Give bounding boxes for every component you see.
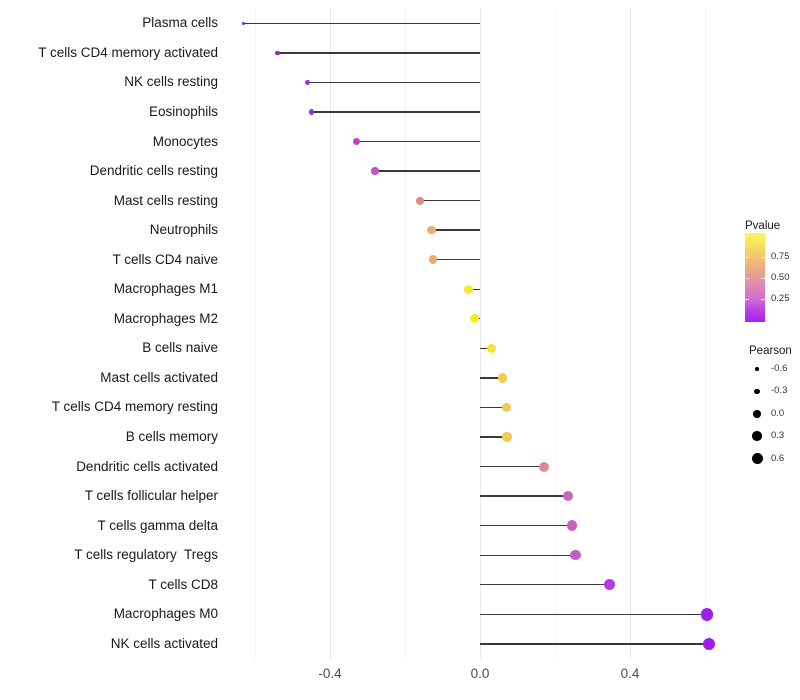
lollipop-dot xyxy=(304,79,311,86)
lollipop-dot xyxy=(464,284,474,294)
gridline-minor xyxy=(404,8,406,659)
y-axis-label: Mast cells activated xyxy=(100,369,218,385)
pearson-legend-dot xyxy=(752,431,762,441)
lollipop-dot xyxy=(352,138,360,145)
y-axis-label: Monocytes xyxy=(152,133,218,149)
lollipop-stem xyxy=(356,140,480,143)
lollipop-dot xyxy=(502,432,512,442)
gridline-major xyxy=(329,8,331,659)
lollipop-stem xyxy=(480,643,709,645)
lollipop-dot xyxy=(242,21,246,25)
lollipop-dot xyxy=(603,579,615,591)
lollipop-dot xyxy=(566,520,578,531)
lollipop-stem xyxy=(420,199,480,202)
y-axis-label: T cells CD4 naive xyxy=(112,251,218,267)
pearson-legend-dot xyxy=(753,410,761,418)
gridline-minor xyxy=(704,8,706,659)
lollipop-dot xyxy=(538,461,549,472)
lollipop-stem xyxy=(433,259,480,261)
pearson-legend-label: -0.3 xyxy=(771,385,788,397)
lollipop-dot xyxy=(428,255,438,264)
y-axis-label: NK cells activated xyxy=(110,635,218,651)
y-axis-label: T cells regulatory Tregs xyxy=(74,547,218,563)
lollipop-stem xyxy=(480,524,572,527)
y-axis-label: B cells naive xyxy=(142,340,218,356)
lollipop-stem xyxy=(480,584,610,586)
lollipop-dot xyxy=(486,343,496,354)
lollipop-dot xyxy=(562,490,574,502)
y-axis-label: Mast cells resting xyxy=(113,192,218,208)
lollipop-dot xyxy=(371,167,379,175)
lollipop-dot xyxy=(469,314,479,324)
lollipop-dot xyxy=(275,50,280,56)
lollipop-stem xyxy=(480,436,507,438)
pearson-legend-label: -0.6 xyxy=(771,363,788,374)
y-axis-label: Dendritic cells activated xyxy=(76,458,218,474)
x-tick-label: 0.4 xyxy=(620,666,640,681)
y-axis-label: Macrophages M2 xyxy=(113,310,218,326)
lollipop-dot xyxy=(700,608,714,621)
pearson-legend-title: Pearson xyxy=(749,345,792,357)
colorbar-tick xyxy=(745,257,749,259)
pearson-legend-dot xyxy=(755,367,759,371)
colorbar-tick xyxy=(761,298,765,300)
pearson-legend-dot xyxy=(751,453,763,465)
y-axis-label: T cells CD4 memory activated xyxy=(38,44,218,60)
gridline-minor xyxy=(254,8,256,659)
y-axis-label: Neutrophils xyxy=(149,222,218,238)
y-axis-label: Eosinophils xyxy=(148,103,218,119)
y-axis-label: NK cells resting xyxy=(124,74,218,90)
lollipop-stem xyxy=(431,229,480,231)
colorbar-tick xyxy=(761,277,765,279)
lollipop-stem xyxy=(480,377,503,379)
y-axis-label: T cells CD8 xyxy=(148,576,218,592)
colorbar-tick xyxy=(745,277,749,279)
pearson-legend-dot xyxy=(754,388,760,395)
gridline-minor xyxy=(554,8,556,659)
lollipop-dot xyxy=(702,637,715,651)
colorbar-tick xyxy=(745,298,749,300)
y-axis-label: Macrophages M1 xyxy=(113,281,218,297)
lollipop-stem xyxy=(480,613,707,615)
lollipop-dot xyxy=(416,196,424,205)
pvalue-colorbar xyxy=(745,233,765,322)
lollipop-stem xyxy=(480,465,544,468)
colorbar-tick-label: 0.75 xyxy=(771,251,790,263)
lollipop-stem xyxy=(468,288,480,290)
y-axis-label: Dendritic cells resting xyxy=(89,163,218,179)
lollipop-dot xyxy=(427,225,436,235)
lollipop-stem xyxy=(480,554,576,556)
y-axis-label: Macrophages M0 xyxy=(113,606,218,622)
y-axis-label: T cells gamma delta xyxy=(97,517,218,533)
lollipop-dot xyxy=(501,402,511,413)
lollipop-dot xyxy=(570,549,581,561)
lollipop-stem xyxy=(480,406,507,409)
pearson-legend-label: 0.6 xyxy=(771,452,785,464)
lollipop-stem xyxy=(307,81,480,84)
y-axis-label: T cells follicular helper xyxy=(84,488,218,504)
gridline-major xyxy=(479,8,481,659)
lollipop-stem xyxy=(480,347,492,350)
pearson-legend-label: 0.0 xyxy=(771,407,785,419)
lollipop-stem xyxy=(277,52,480,54)
y-axis-label: B cells memory xyxy=(125,429,218,444)
pvalue-legend-title: Pvalue xyxy=(745,220,781,232)
colorbar-tick xyxy=(761,257,765,259)
y-axis-label: Plasma cells xyxy=(142,15,218,31)
colorbar-tick-label: 0.50 xyxy=(771,271,790,283)
lollipop-dot xyxy=(308,109,314,115)
lollipop-stem xyxy=(311,111,480,113)
gridline-major xyxy=(629,8,631,659)
lollipop-stem xyxy=(375,170,480,172)
x-tick-label: 0.0 xyxy=(470,666,490,681)
lollipop-stem xyxy=(480,495,569,497)
colorbar-tick-label: 0.25 xyxy=(771,292,790,304)
lollipop-stem xyxy=(243,22,480,24)
pearson-legend-label: 0.3 xyxy=(771,430,785,442)
y-axis-label: T cells CD4 memory resting xyxy=(51,399,218,415)
x-tick-label: -0.4 xyxy=(318,666,342,681)
lollipop-dot xyxy=(497,373,508,383)
